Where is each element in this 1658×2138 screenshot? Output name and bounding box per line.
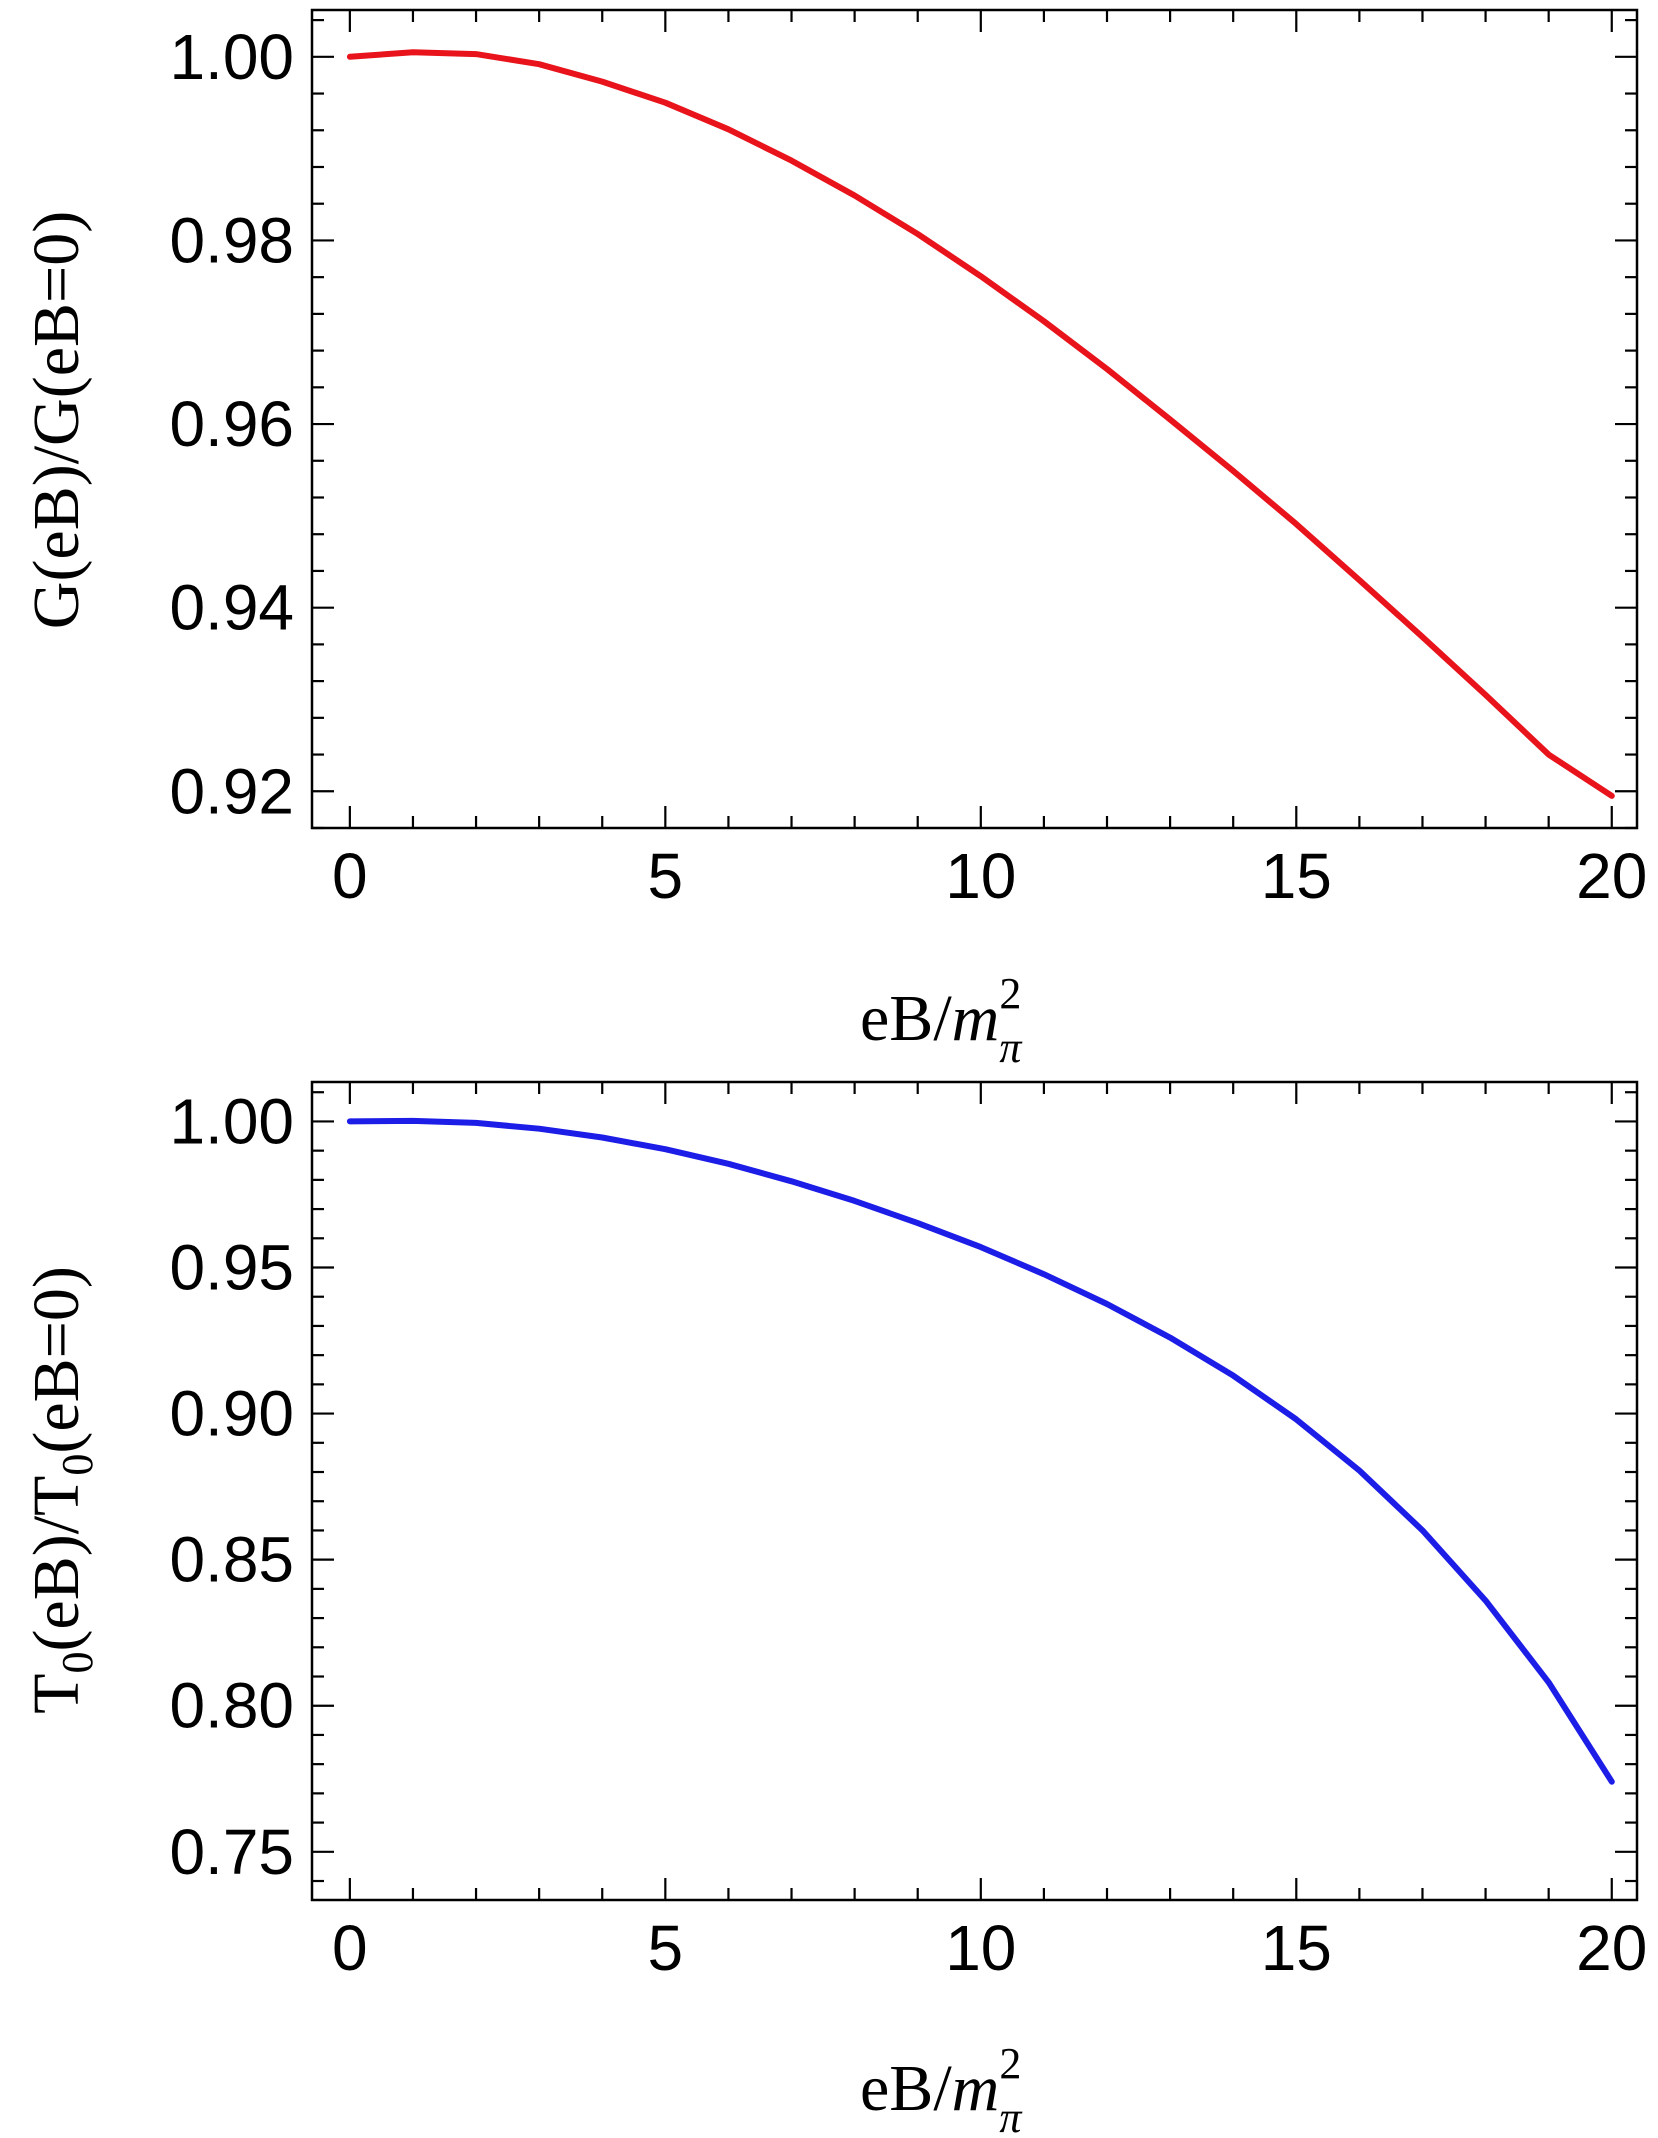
x-tick-label: 15 xyxy=(1261,840,1332,912)
plot-frame-top xyxy=(310,8,1639,830)
chart-top: 0 5 10 15 20 0.92 0.94 0.96 0.98 1.00 eB/m2 π G(eB… xyxy=(20,8,1647,1072)
plot-frame-bottom xyxy=(310,1080,1639,1902)
chart-bottom: 0 5 10 15 200.750.800.850.900.951.00 eB/m2 π … xyxy=(20,1080,1647,2138)
x-axis-label-top: eB/m2 π xyxy=(860,969,1023,1072)
y-axis-label-bottom: T0(eB)/T0(eB=0) xyxy=(20,1266,102,1714)
y-tick-label: 1.00 xyxy=(169,1085,294,1157)
x-tick-label: 0 xyxy=(332,840,368,912)
y-axis-label-top: G(eB)/G(eB=0) xyxy=(20,211,93,629)
x-axis-label-bottom: eB/m2 π xyxy=(860,2039,1023,2138)
y-tick-label: 1.00 xyxy=(169,21,294,93)
y-tick-label: 0.95 xyxy=(169,1232,294,1304)
y-tick-label: 0.92 xyxy=(169,755,294,827)
tick-labels-bottom: 0 5 10 15 20 0.75 0.80 0.85 0.90 0.95 1.00 xyxy=(169,1085,1647,1984)
y-tick-label: 0.85 xyxy=(169,1524,294,1596)
x-tick-label: 5 xyxy=(648,840,684,912)
ticks-top xyxy=(312,10,1637,830)
tick-labels-top: 0 5 10 15 20 0.92 0.94 0.96 0.98 1.00 xyxy=(169,21,1647,912)
series-line-top xyxy=(346,49,1615,799)
y-tick-label: 0.90 xyxy=(169,1378,294,1450)
ticks-bottom xyxy=(312,1082,1637,1900)
x-tick-label: 5 xyxy=(648,1912,684,1984)
x-tick-label: 0 xyxy=(332,1912,368,1984)
x-tick-label: 15 xyxy=(1261,1912,1332,1984)
y-tick-label: 0.75 xyxy=(169,1816,294,1888)
x-tick-label: 10 xyxy=(945,1912,1016,1984)
x-tick-label: 20 xyxy=(1576,840,1647,912)
y-tick-label: 0.96 xyxy=(169,388,294,460)
y-tick-label: 0.94 xyxy=(169,572,294,644)
series-line-bottom xyxy=(346,1117,1615,1785)
x-tick-label: 10 xyxy=(945,840,1016,912)
x-tick-label: 20 xyxy=(1576,1912,1647,1984)
y-tick-label: 0.98 xyxy=(169,204,294,276)
y-tick-label: 0.80 xyxy=(169,1670,294,1742)
